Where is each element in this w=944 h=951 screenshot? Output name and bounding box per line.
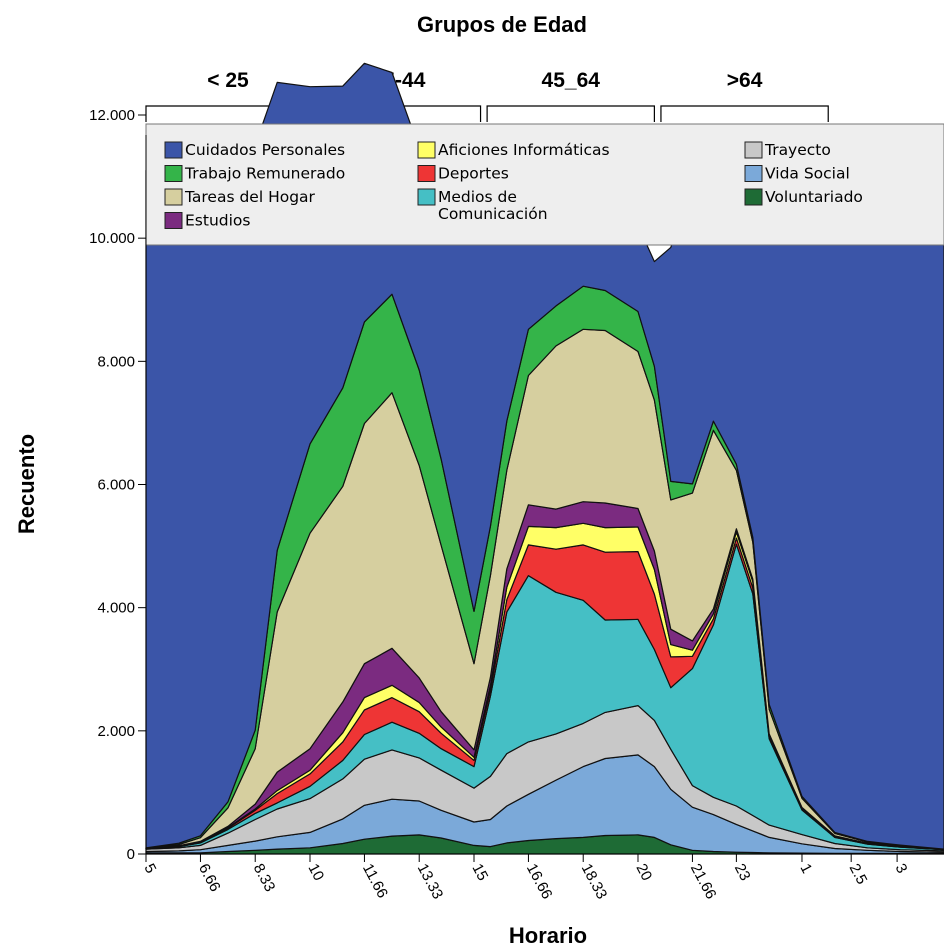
legend-label: Voluntariado — [765, 188, 863, 206]
age-group-bracket — [486, 105, 655, 122]
legend-label: Medios de — [438, 188, 517, 206]
legend-swatch — [744, 141, 763, 159]
legend-swatch — [417, 188, 436, 206]
y-tick-label: 12.000 — [89, 107, 135, 124]
y-tick-label: 4.000 — [97, 600, 135, 617]
legend-swatch — [744, 165, 763, 182]
legend-swatch — [164, 141, 183, 159]
x-tick-label: 10 — [304, 861, 327, 884]
age-group-bracket — [660, 105, 829, 122]
legend-label: Tareas del Hogar — [184, 188, 316, 206]
legend-label: Aficiones Informáticas — [438, 141, 610, 159]
y-tick-label: 10.000 — [89, 230, 135, 247]
age-group-headers: < 25 25-44 45_64 >64 — [145, 69, 829, 122]
x-tick-label: 20 — [632, 861, 655, 884]
y-axis-label: Recuento — [14, 434, 39, 534]
age-group-label: 45_64 — [542, 69, 601, 92]
legend: Cuidados Personales Trabajo Remunerado Tar… — [145, 123, 944, 246]
areas-layer — [145, 62, 944, 855]
x-axis-label: Horario — [509, 923, 587, 948]
y-tick-label: 0 — [127, 846, 135, 863]
legend-label: Deportes — [438, 165, 509, 183]
age-group-label: < 25 — [207, 69, 249, 92]
legend-background — [145, 123, 944, 246]
legend-swatch — [417, 165, 436, 182]
legend-label: Vida Social — [765, 165, 850, 183]
legend-label: Trayecto — [764, 141, 831, 159]
x-tick-label: 15 — [468, 861, 491, 884]
legend-swatch — [164, 188, 183, 206]
x-tick-label: 23 — [731, 861, 754, 884]
legend-swatch — [164, 165, 183, 182]
legend-swatch — [164, 212, 183, 229]
legend-swatch — [417, 141, 436, 159]
y-tick-label: 8.000 — [97, 353, 135, 370]
y-tick-label: 6.000 — [97, 477, 135, 494]
legend-label: Cuidados Personales — [185, 141, 345, 159]
legend-label: Trabajo Remunerado — [184, 165, 345, 183]
legend-swatch — [744, 188, 763, 206]
chart-title: Grupos de Edad — [417, 12, 587, 37]
legend-label: Estudios — [185, 212, 250, 230]
legend-label: Comunicación — [438, 205, 548, 223]
age-group-label: >64 — [727, 69, 763, 92]
y-tick-label: 2.000 — [97, 723, 135, 740]
